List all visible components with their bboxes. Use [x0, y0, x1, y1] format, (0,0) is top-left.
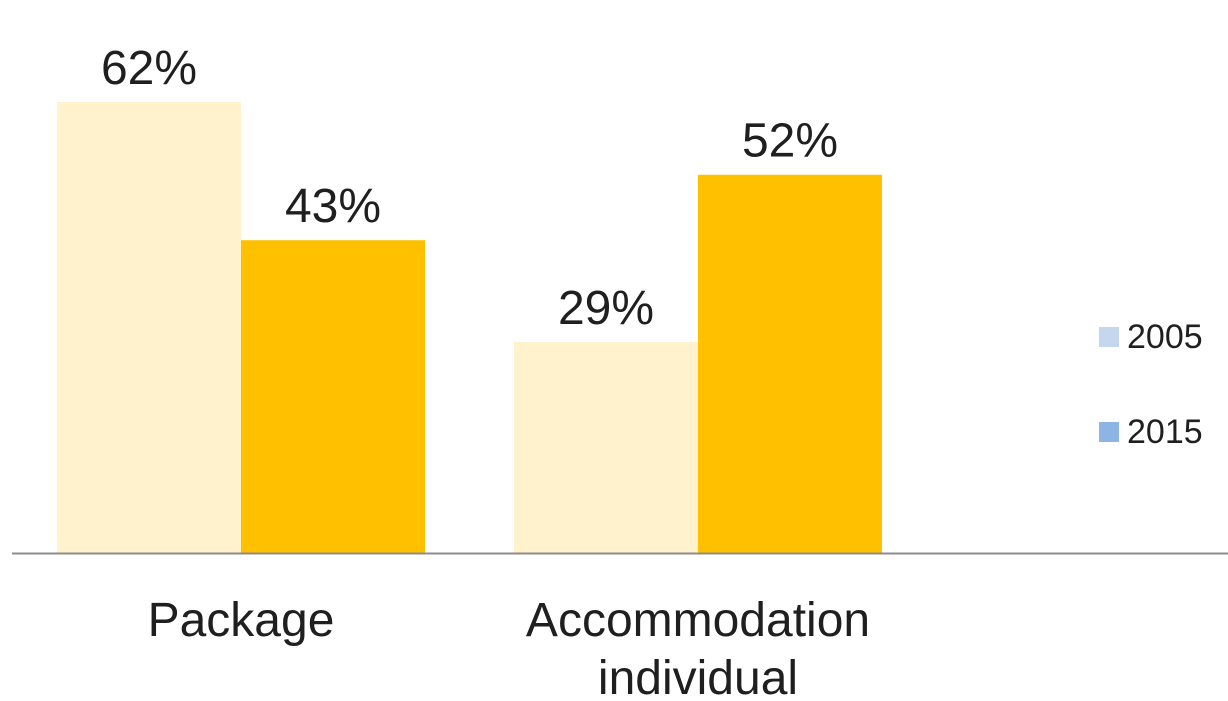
- bar-2005-0: [57, 102, 241, 553]
- bar-2015-0: [241, 240, 425, 554]
- data-label-2015-1: 52%: [742, 115, 838, 168]
- bar-2005-1: [514, 342, 698, 553]
- legend: 2005 2015: [1099, 318, 1203, 451]
- category-label-1: Accommodation individual: [526, 594, 870, 701]
- data-label-2005-0: 62%: [101, 42, 197, 95]
- category-label-line: individual: [598, 652, 798, 701]
- legend-swatch: [1099, 327, 1119, 347]
- legend-label: 2015: [1127, 413, 1203, 451]
- legend-item-2015: 2015: [1099, 413, 1203, 451]
- category-label-line: Accommodation: [526, 594, 870, 647]
- legend-label: 2005: [1127, 318, 1203, 356]
- bar-2015-1: [698, 174, 882, 553]
- category-label-line: Package: [148, 594, 335, 647]
- data-labels-group: 62% 43% 29% 52%: [101, 42, 838, 335]
- legend-swatch: [1099, 422, 1119, 442]
- category-label-0: Package: [148, 594, 335, 647]
- bars-group: [57, 102, 882, 554]
- data-label-2015-0: 43%: [285, 180, 381, 233]
- data-label-2005-1: 29%: [558, 282, 654, 335]
- category-labels-group: Package Accommodation individual: [148, 594, 870, 701]
- legend-item-2005: 2005: [1099, 318, 1203, 356]
